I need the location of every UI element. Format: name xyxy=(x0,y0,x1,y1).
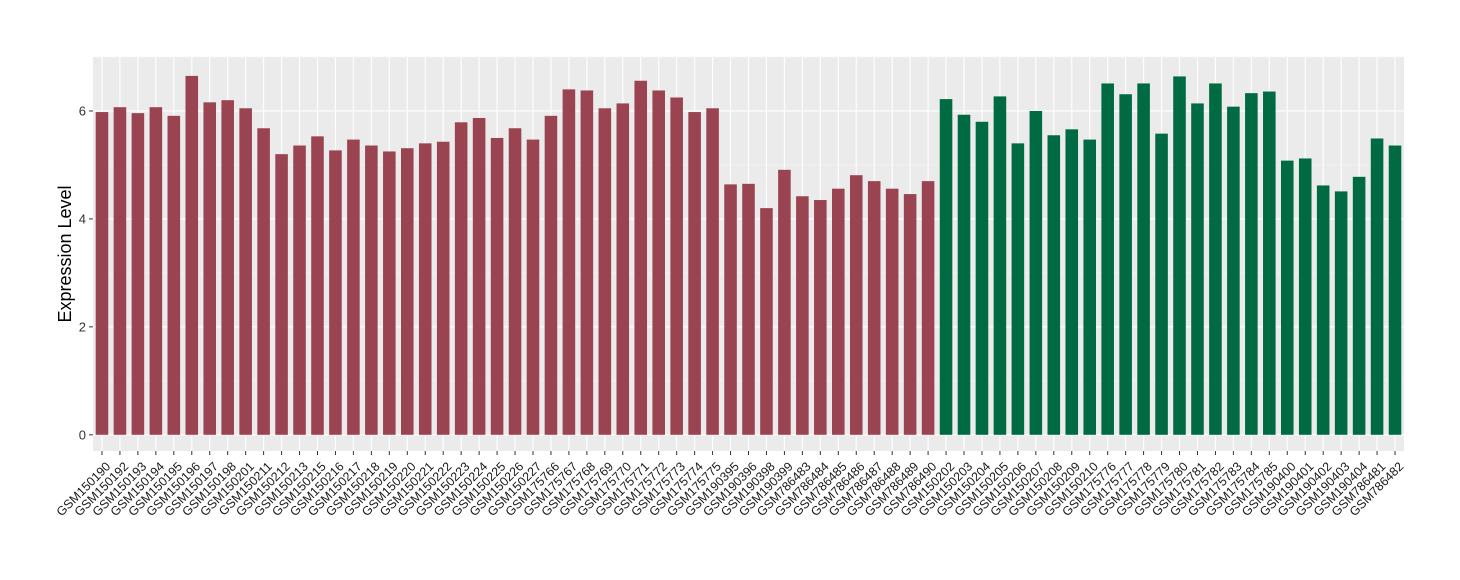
bar xyxy=(221,100,234,435)
bar xyxy=(365,145,378,435)
bar xyxy=(670,97,683,435)
bar xyxy=(1029,110,1043,435)
bar xyxy=(1011,143,1025,435)
bar xyxy=(939,99,953,435)
bar xyxy=(993,96,1007,435)
bar xyxy=(760,208,773,435)
y-tick-label: 0 xyxy=(79,427,86,442)
y-tick-label: 2 xyxy=(79,319,86,334)
bar xyxy=(490,137,504,435)
bar xyxy=(903,194,917,435)
bar xyxy=(814,200,827,435)
bar xyxy=(113,107,127,435)
bar xyxy=(975,121,989,435)
bar xyxy=(544,115,558,435)
bar xyxy=(796,196,809,435)
bar xyxy=(598,108,612,435)
bar xyxy=(1119,94,1132,435)
bar xyxy=(885,188,899,435)
bar xyxy=(1101,83,1114,435)
bar xyxy=(1173,76,1186,435)
bar xyxy=(526,139,540,435)
bar xyxy=(1316,185,1330,435)
bar xyxy=(454,122,468,435)
bar xyxy=(418,143,432,435)
bar xyxy=(1047,135,1061,435)
bar xyxy=(275,154,288,435)
bar xyxy=(436,141,450,435)
bar xyxy=(1083,139,1097,435)
bar xyxy=(778,169,791,435)
bar xyxy=(400,148,414,435)
bar xyxy=(867,181,881,435)
bar xyxy=(149,107,163,435)
bar xyxy=(1227,106,1240,435)
bar xyxy=(383,151,396,435)
bar xyxy=(634,80,648,435)
bar xyxy=(832,188,845,435)
y-axis: 0 2 4 6 xyxy=(79,103,93,442)
x-axis: GSM150190GSM150192GSM150193GSM150194GSM1… xyxy=(54,451,1406,519)
bar xyxy=(257,128,270,435)
bar xyxy=(1191,103,1204,435)
bar xyxy=(1370,138,1384,435)
bar xyxy=(203,102,217,435)
bar xyxy=(293,145,306,435)
y-tick-label: 4 xyxy=(79,211,86,226)
bar xyxy=(185,75,199,435)
bars xyxy=(95,75,1402,435)
bar xyxy=(1388,145,1402,435)
bar xyxy=(311,136,324,435)
bar xyxy=(1352,176,1366,435)
bar xyxy=(921,181,935,435)
bar xyxy=(616,103,630,435)
y-tick-label: 6 xyxy=(79,103,86,118)
bar xyxy=(580,90,594,435)
bar xyxy=(652,90,665,435)
bar xyxy=(329,150,342,435)
bar xyxy=(472,117,486,435)
bar xyxy=(706,108,719,435)
bar xyxy=(1334,191,1348,435)
bar xyxy=(562,89,576,435)
bar xyxy=(849,175,863,435)
bar xyxy=(1263,91,1276,435)
bar xyxy=(1209,83,1222,435)
bar xyxy=(1155,133,1168,435)
bar xyxy=(131,113,145,435)
bar xyxy=(1065,129,1079,435)
bar xyxy=(95,112,109,435)
bar xyxy=(688,112,701,435)
bar xyxy=(1245,93,1258,435)
bar xyxy=(1280,160,1294,435)
bar xyxy=(724,184,737,435)
bar xyxy=(957,114,971,435)
bar xyxy=(1137,83,1150,435)
bar xyxy=(167,115,181,435)
bar xyxy=(1298,158,1312,435)
bar xyxy=(742,183,755,435)
y-axis-title: Expression Level xyxy=(55,185,75,322)
bar xyxy=(239,108,252,435)
bar xyxy=(347,139,360,435)
bar xyxy=(508,128,522,435)
